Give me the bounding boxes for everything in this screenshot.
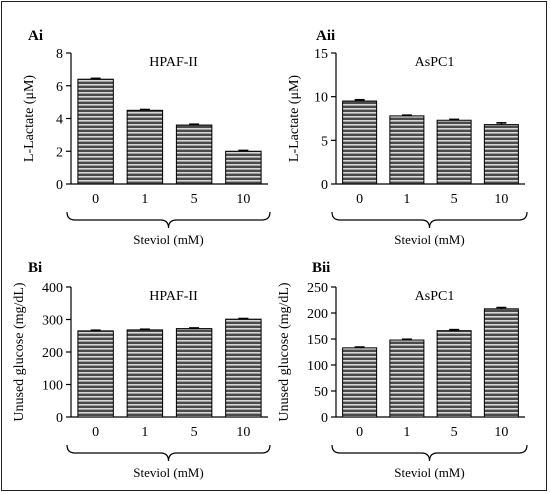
bar [175, 328, 213, 418]
y-tick-label: 0 [56, 178, 63, 193]
chart-title: HPAF-II [149, 289, 198, 304]
x-group-brace [331, 444, 528, 462]
y-axis-label: L-Lactate (μM) [287, 75, 302, 163]
bar [483, 124, 519, 185]
x-axis-label: Steviol (mM) [394, 232, 464, 247]
y-tick-label: 150 [307, 333, 328, 348]
bar [436, 330, 472, 418]
y-tick-label: 6 [56, 80, 63, 95]
chart-title: HPAF-II [149, 55, 198, 70]
x-tick-label: 0 [356, 425, 363, 440]
y-tick-label: 200 [307, 307, 328, 322]
bar [389, 339, 425, 418]
y-tick-label: 0 [321, 178, 328, 193]
bar [77, 330, 114, 418]
bar [77, 78, 114, 185]
y-tick-label: 5 [321, 134, 328, 149]
chart-title: AsPC1 [415, 55, 455, 70]
panel-ai: Ai HPAF-II 0 2 4 6 8 L-Lactate (μM) 0 1 5 10 Steviol… [22, 28, 271, 247]
x-axis-label: Steviol (mM) [133, 465, 203, 480]
x-tick-label: 5 [191, 425, 198, 440]
y-tick-label: 4 [56, 113, 63, 128]
bar [342, 100, 378, 185]
x-axis-label: Steviol (mM) [133, 232, 203, 247]
x-tick-label: 1 [141, 192, 148, 207]
x-group-brace [331, 211, 528, 229]
x-tick-label: 1 [403, 425, 410, 440]
y-tick-label: 15 [314, 47, 328, 62]
chart-title: AsPC1 [415, 289, 455, 304]
x-tick-label: 10 [236, 192, 250, 207]
y-tick-label: 10 [314, 91, 328, 106]
y-axis-label: Unused glucose (mg/dL) [12, 282, 27, 422]
panel-label: Bi [28, 260, 42, 276]
bar [225, 150, 262, 185]
bar [342, 347, 378, 418]
bar [436, 119, 472, 185]
y-tick-label: 0 [321, 411, 328, 426]
bar [389, 115, 425, 185]
bar [225, 318, 262, 418]
y-tick-label: 100 [42, 379, 63, 394]
panel-label: Aii [316, 28, 335, 44]
y-tick-label: 300 [42, 314, 63, 329]
x-tick-label: 0 [356, 192, 363, 207]
x-tick-label: 1 [403, 192, 410, 207]
y-tick-label: 2 [56, 145, 63, 160]
x-tick-label: 5 [451, 425, 458, 440]
x-group-brace [66, 444, 271, 462]
y-tick-label: 400 [42, 281, 63, 296]
y-tick-label: 200 [42, 346, 63, 361]
y-tick-label: 8 [56, 47, 63, 62]
y-tick-label: 0 [56, 411, 63, 426]
y-tick-label: 100 [307, 359, 328, 374]
y-tick-label: 250 [307, 281, 328, 296]
x-tick-label: 5 [451, 192, 458, 207]
x-tick-label: 10 [494, 192, 508, 207]
panel-label: Ai [28, 28, 43, 44]
panel-label: Bii [312, 260, 330, 276]
x-tick-label: 5 [191, 192, 198, 207]
bar [126, 329, 164, 418]
x-group-brace [66, 211, 271, 229]
x-tick-label: 0 [92, 192, 99, 207]
bar [126, 109, 164, 185]
x-axis-label: Steviol (mM) [394, 465, 464, 480]
x-tick-label: 1 [141, 425, 148, 440]
x-tick-label: 10 [236, 425, 250, 440]
x-tick-label: 0 [92, 425, 99, 440]
x-tick-label: 10 [494, 425, 508, 440]
y-axis-label: Unused glucose (mg/dL) [277, 282, 292, 422]
y-tick-label: 50 [314, 385, 328, 400]
bar [483, 308, 519, 418]
y-axis-label: L-Lactate (μM) [22, 75, 37, 163]
bar [175, 124, 213, 185]
